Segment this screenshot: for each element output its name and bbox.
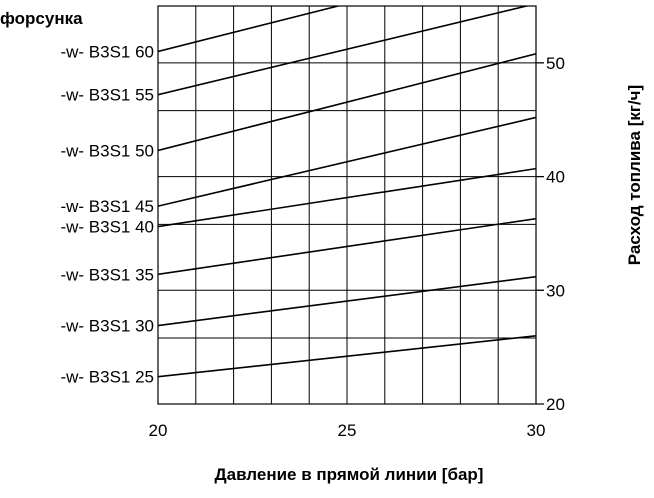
series-label: -w- B3S1 55 <box>60 86 154 105</box>
y-tick-label: 40 <box>546 168 565 187</box>
y-tick-label: 30 <box>546 281 565 300</box>
series-label: -w- B3S1 30 <box>60 317 154 336</box>
series-labels: -w- B3S1 25 -w- B3S1 30 -w- B3S1 35 -w- B3S… <box>60 42 154 386</box>
series-line <box>158 6 342 53</box>
series-label: -w- B3S1 35 <box>60 265 154 284</box>
x-tick-label: 25 <box>338 421 357 440</box>
series-label: -w- B3S1 50 <box>60 141 154 160</box>
chart-title: форсунка <box>0 9 83 28</box>
grid <box>157 5 544 405</box>
series-label: -w- B3S1 60 <box>60 42 154 61</box>
y-axis-title: Расход топлива [кг/ч] <box>625 85 644 265</box>
series-line <box>158 217 536 276</box>
series-line <box>158 275 536 327</box>
series-line <box>158 116 536 207</box>
series-line <box>158 52 536 152</box>
x-tick-label: 30 <box>527 421 546 440</box>
series-line <box>158 167 536 228</box>
series-line <box>158 334 536 378</box>
series-label: -w- B3S1 45 <box>60 197 154 216</box>
series-line <box>158 6 530 96</box>
series-lines <box>158 6 536 378</box>
series-label: -w- B3S1 25 <box>60 368 154 387</box>
x-axis-title: Давление в прямой линии [бар] <box>215 465 484 484</box>
x-tick-label: 20 <box>149 421 168 440</box>
y-tick-label: 20 <box>546 395 565 414</box>
series-label: -w- B3S1 40 <box>60 218 154 237</box>
y-tick-label: 50 <box>546 54 565 73</box>
